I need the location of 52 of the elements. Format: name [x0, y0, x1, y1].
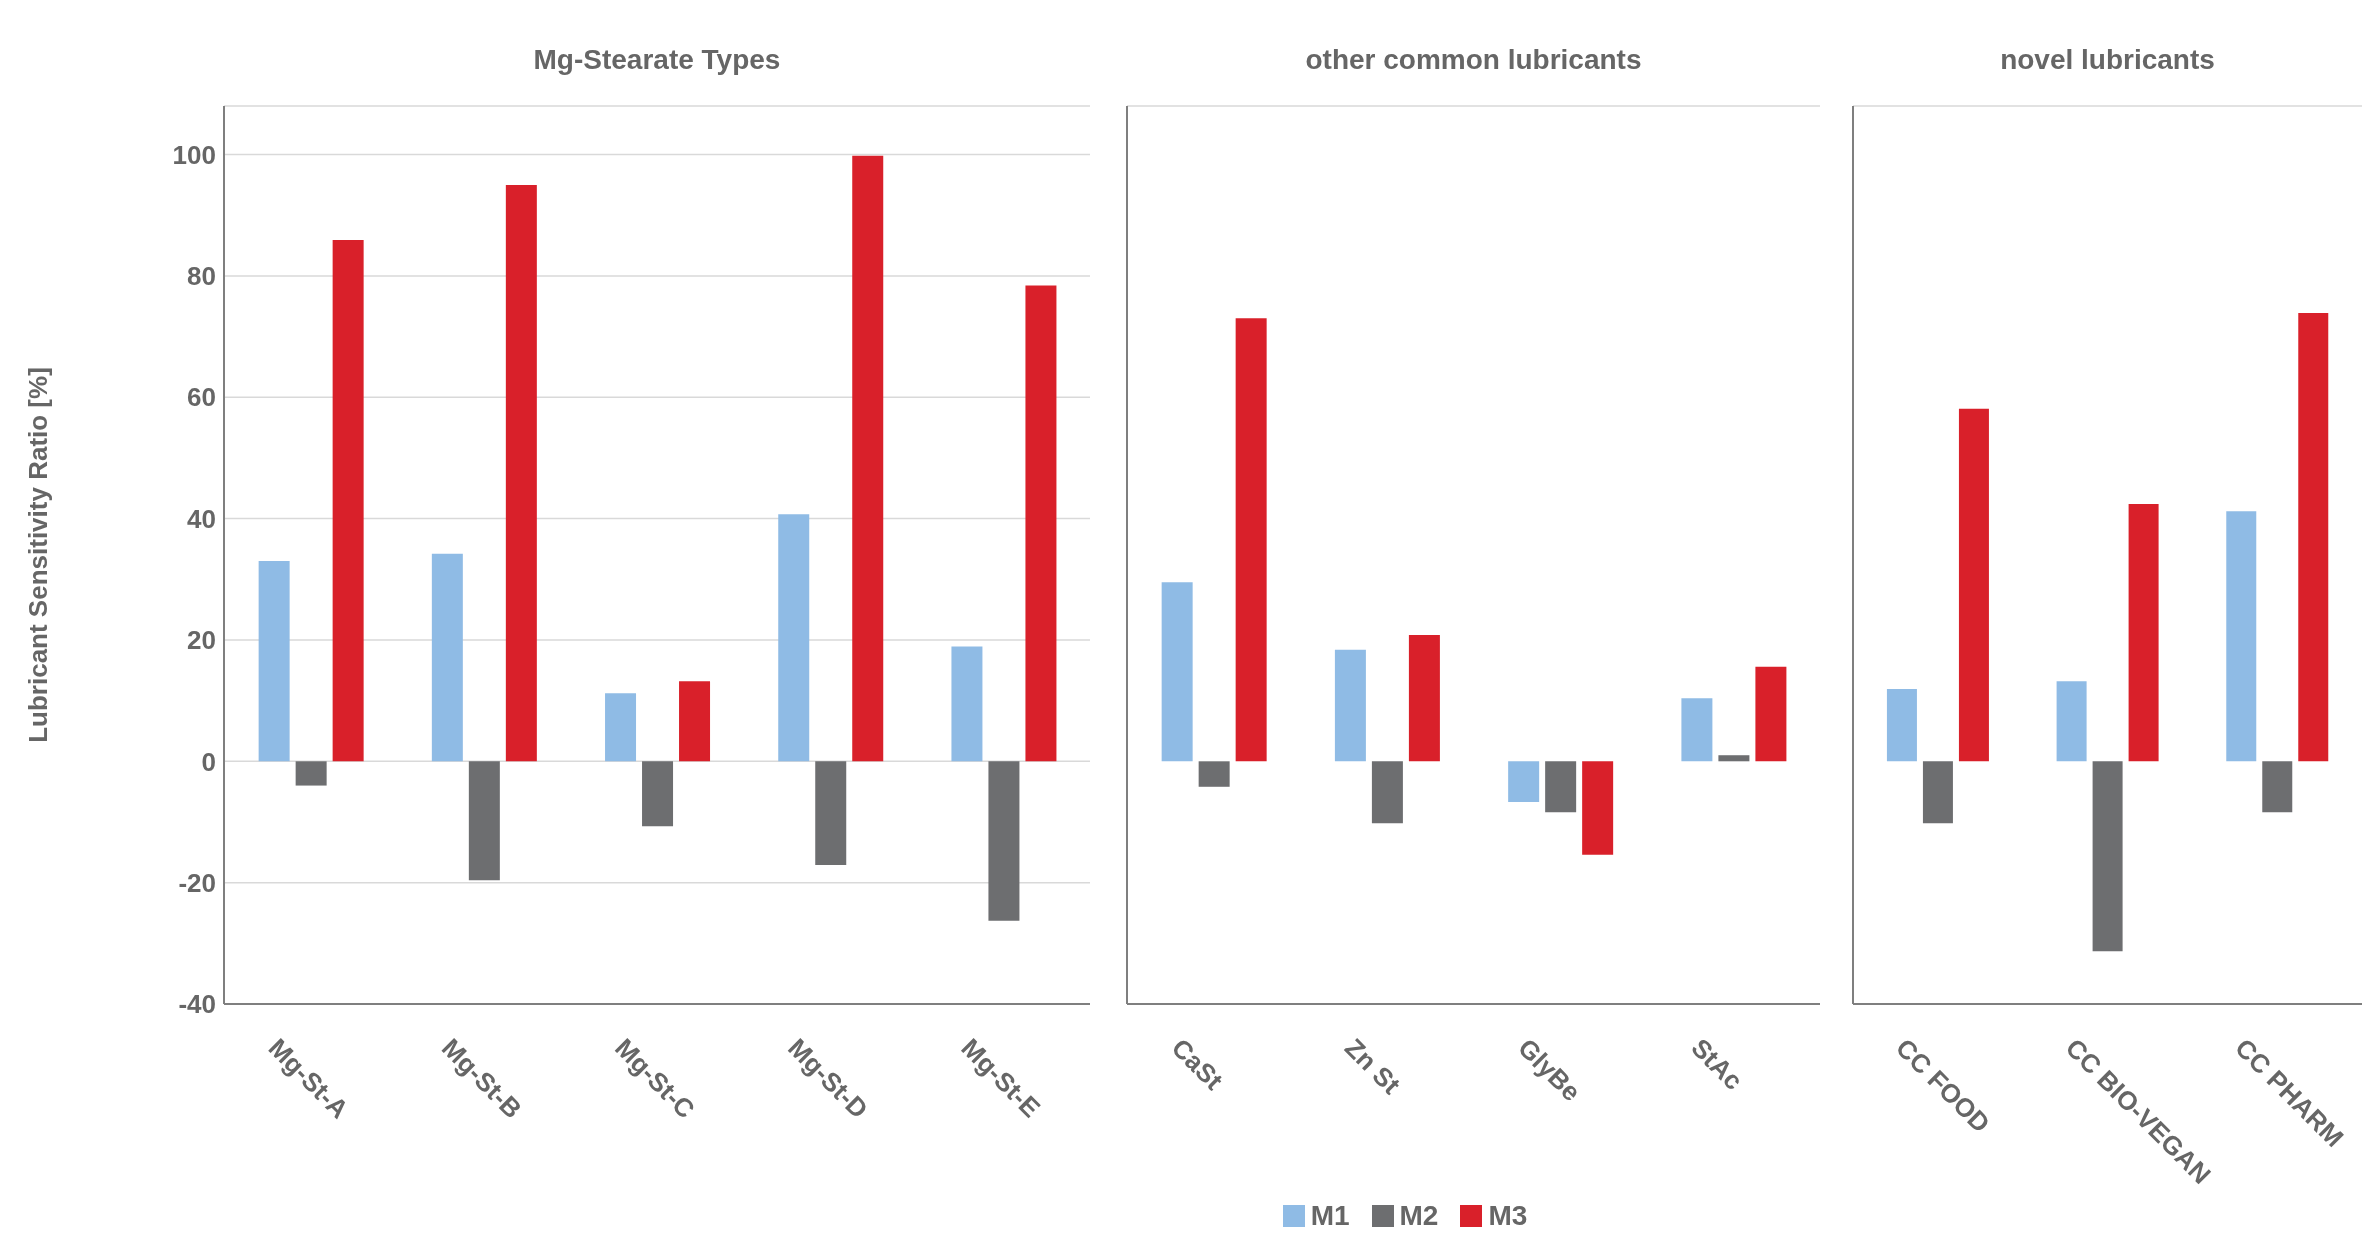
bar	[332, 240, 364, 762]
bar	[605, 693, 637, 762]
bar	[1371, 761, 1403, 824]
bar	[1886, 689, 1917, 762]
bar	[642, 761, 674, 827]
y-axis-title: Lubricant Sensitivity Ratio [%]	[23, 367, 54, 743]
bar	[2226, 511, 2257, 762]
bar	[505, 184, 537, 762]
bar	[852, 155, 884, 762]
legend-label: M3	[1488, 1200, 1528, 1232]
y-tick-label: 80	[187, 261, 216, 292]
bar	[1681, 698, 1713, 762]
bar	[295, 761, 327, 786]
bar	[1334, 649, 1366, 762]
y-tick-label: -40	[178, 989, 216, 1020]
bar	[679, 681, 711, 762]
bar	[2056, 681, 2087, 762]
y-tick-label: 40	[187, 503, 216, 534]
y-tick-label: 20	[187, 625, 216, 656]
bar	[468, 761, 500, 881]
bar	[1958, 408, 1989, 762]
bar	[1508, 761, 1540, 802]
bar	[1755, 666, 1787, 762]
bar	[258, 561, 290, 762]
y-tick-label: 0	[201, 746, 216, 777]
chart-title: novel lubricants	[1999, 44, 2216, 76]
bar	[1025, 285, 1057, 762]
bar	[815, 761, 847, 866]
bar	[1922, 761, 1953, 824]
bar	[1545, 761, 1577, 813]
bar	[2128, 504, 2159, 762]
bar	[778, 514, 810, 762]
chart-title: Mg-Stearate Types	[532, 44, 782, 76]
bar	[988, 761, 1020, 921]
bar	[431, 553, 463, 762]
bar	[2262, 761, 2293, 813]
legend-label: M2	[1399, 1200, 1439, 1232]
bar	[1582, 761, 1614, 855]
bar	[2092, 761, 2123, 952]
legend-label: M1	[1310, 1200, 1350, 1232]
bar	[1718, 755, 1750, 762]
y-tick-label: 60	[187, 382, 216, 413]
bar	[1198, 761, 1230, 787]
x-tick-label: Zn St	[1339, 1032, 1407, 1101]
bar	[951, 646, 983, 762]
bar	[1408, 635, 1440, 762]
y-tick-label: 100	[172, 139, 216, 170]
bar	[1235, 318, 1267, 762]
bar	[1161, 582, 1193, 762]
chart-title: other common lubricants	[1304, 44, 1643, 76]
bar	[2298, 312, 2329, 762]
y-tick-label: -20	[178, 867, 216, 898]
